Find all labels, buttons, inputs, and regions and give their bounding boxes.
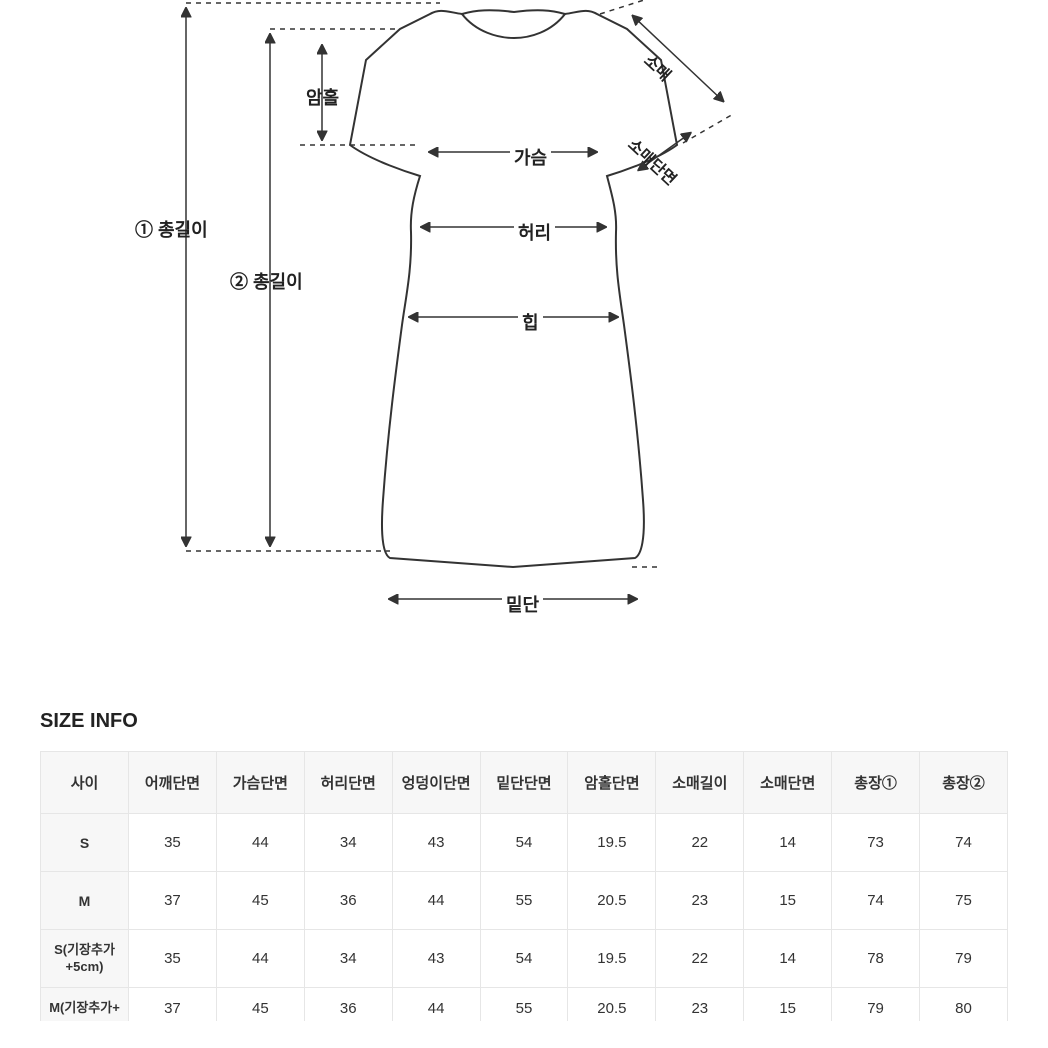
row-label: M [41, 872, 129, 930]
cell: 36 [304, 872, 392, 930]
size-table-body: S354434435419.522147374M374536445520.523… [41, 814, 1008, 1022]
cell: 45 [216, 988, 304, 1022]
cell: 34 [304, 930, 392, 988]
cell: 35 [129, 814, 217, 872]
cell: 22 [656, 930, 744, 988]
cell: 37 [129, 872, 217, 930]
cell: 55 [480, 872, 568, 930]
label-total2: ② 총길이 [230, 268, 303, 294]
cell: 37 [129, 988, 217, 1022]
dress-diagram: ① 총길이 ② 총길이 암홀 가슴 허리 힙 밑단 소매 소매단면 [0, 0, 1048, 640]
size-table: 사이 어깨단면 가슴단면 허리단면 엉덩이단면 밑단단면 암홀단면 소매길이 소… [40, 751, 1008, 1021]
cell: 44 [216, 930, 304, 988]
col-8: 소매단면 [744, 752, 832, 814]
table-row: M374536445520.523157475 [41, 872, 1008, 930]
cell: 20.5 [568, 988, 656, 1022]
col-10: 총장② [920, 752, 1008, 814]
cell: 78 [832, 930, 920, 988]
row-label: S(기장추가+5cm) [41, 930, 129, 988]
table-row: S354434435419.522147374 [41, 814, 1008, 872]
cell: 79 [920, 930, 1008, 988]
dress-outline [350, 10, 677, 567]
label-waist: 허리 [514, 219, 555, 245]
cell: 19.5 [568, 930, 656, 988]
cell: 36 [304, 988, 392, 1022]
cell: 43 [392, 930, 480, 988]
cell: 79 [832, 988, 920, 1022]
cell: 34 [304, 814, 392, 872]
label-chest: 가슴 [510, 144, 551, 170]
cell: 15 [744, 872, 832, 930]
cell: 23 [656, 988, 744, 1022]
cell: 75 [920, 872, 1008, 930]
col-9: 총장① [832, 752, 920, 814]
col-6: 암홀단면 [568, 752, 656, 814]
cell: 19.5 [568, 814, 656, 872]
cell: 45 [216, 872, 304, 930]
row-label: S [41, 814, 129, 872]
cell: 15 [744, 988, 832, 1022]
cell: 22 [656, 814, 744, 872]
cell: 44 [216, 814, 304, 872]
size-info-title: SIZE INFO [40, 710, 1048, 733]
col-size: 사이 [41, 752, 129, 814]
col-3: 허리단면 [304, 752, 392, 814]
col-2: 가슴단면 [216, 752, 304, 814]
label-total1: ① 총길이 [135, 216, 208, 242]
cell: 73 [832, 814, 920, 872]
col-4: 엉덩이단면 [392, 752, 480, 814]
cell: 23 [656, 872, 744, 930]
label-armhole: 암홀 [306, 84, 339, 110]
row-label: M(기장추가+ [41, 988, 129, 1022]
cell: 74 [832, 872, 920, 930]
cell: 20.5 [568, 872, 656, 930]
cell: 54 [480, 814, 568, 872]
label-hip: 힙 [518, 309, 543, 335]
cell: 74 [920, 814, 1008, 872]
table-row: S(기장추가+5cm)354434435419.522147879 [41, 930, 1008, 988]
cell: 14 [744, 814, 832, 872]
cell: 44 [392, 988, 480, 1022]
dress-neck [462, 14, 565, 38]
g-slb [683, 113, 735, 143]
col-7: 소매길이 [656, 752, 744, 814]
col-5: 밑단단면 [480, 752, 568, 814]
size-table-header-row: 사이 어깨단면 가슴단면 허리단면 엉덩이단면 밑단단면 암홀단면 소매길이 소… [41, 752, 1008, 814]
cell: 55 [480, 988, 568, 1022]
cell: 54 [480, 930, 568, 988]
g-slt [600, 0, 644, 14]
cell: 14 [744, 930, 832, 988]
cell: 43 [392, 814, 480, 872]
arrows [186, 10, 722, 599]
label-hem: 밑단 [502, 591, 543, 617]
col-1: 어깨단면 [129, 752, 217, 814]
cell: 44 [392, 872, 480, 930]
cell: 80 [920, 988, 1008, 1022]
table-row: M(기장추가+374536445520.523157980 [41, 988, 1008, 1022]
cell: 35 [129, 930, 217, 988]
